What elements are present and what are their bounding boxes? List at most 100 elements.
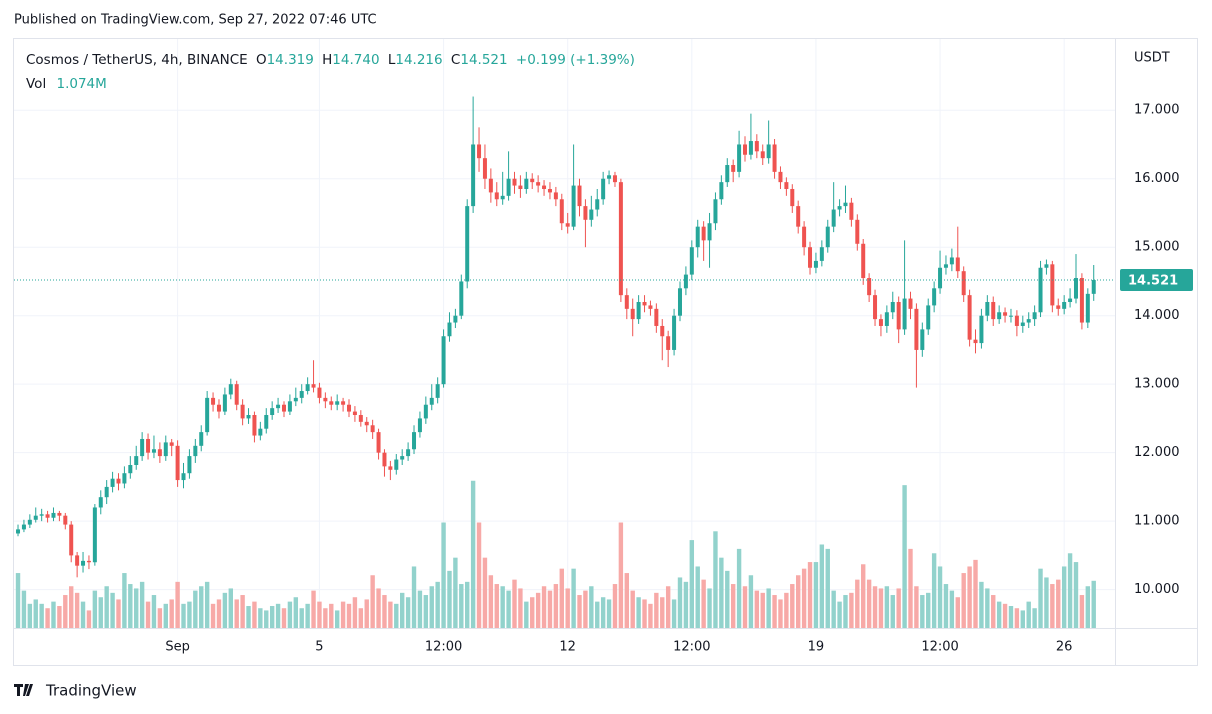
volume-bar [772,595,777,628]
volume-bar [69,586,74,628]
candle-body [920,329,925,350]
volume-bar [222,592,228,628]
volume-bar [1044,577,1049,628]
volume-bar [281,608,287,628]
volume-bar [104,586,109,628]
volume-bar [258,608,263,628]
volume-bar [346,603,352,628]
candle-body [494,192,499,200]
candle-body [281,404,286,412]
candle-body [760,151,765,159]
candle-body [122,473,127,484]
volume-bar [795,575,801,628]
volume-bar [518,588,523,628]
volume-bar [719,557,724,628]
y-tick-label: 12.000 [1134,445,1180,460]
volume-bar [394,603,399,628]
candle-body [583,206,588,220]
candle-body [258,428,263,436]
volume-bar [559,568,564,628]
volume-bar [1085,586,1091,628]
volume-bar [801,568,807,628]
volume-bar [754,590,760,628]
volume-bar [748,575,754,628]
candle-body [1085,293,1090,323]
candle-body [264,415,269,429]
candle-body [98,497,103,508]
candle-body [287,401,292,412]
candle-body [808,247,813,268]
x-tick-label: 5 [315,640,323,655]
volume-bar [1008,606,1014,628]
candle-body [542,185,547,189]
volume-bar [1073,562,1079,628]
volume-bar [1067,553,1073,628]
candle-body [482,158,487,179]
volume-bar [524,601,529,628]
candle-body [973,339,978,344]
candle-body [926,305,931,330]
volume-bar [730,584,736,628]
candle-body [908,298,913,309]
volume-bar [825,548,830,628]
volume-bar [506,590,511,628]
volume-bar [317,601,322,628]
candle-body [1062,301,1067,309]
volume-bar [618,522,624,628]
volume-bar [1050,584,1055,628]
volume-bar [914,586,919,628]
volume-bar [683,581,689,628]
candle-body [51,512,56,518]
candle-body [447,322,452,337]
volume-bar [139,581,145,628]
volume-bar [482,557,488,628]
last-price-badge [1120,269,1193,292]
candle-body [246,415,251,419]
volume-bar [293,597,299,628]
volume-bar [228,588,233,628]
volume-bar [1079,595,1085,628]
candle-body [216,404,221,412]
volume-bar [269,606,275,628]
candle-body [559,199,564,224]
volume-bar [654,592,659,628]
candle-body [323,397,328,402]
candle-body [329,401,334,405]
volume-bar [240,595,245,628]
ohlc-value: 14.521 [460,52,507,68]
candle-body [412,432,417,450]
volume-bar [246,606,251,628]
candle-body [589,209,594,220]
volume-bar [778,599,783,628]
volume-bar [849,592,854,628]
candle-body [417,418,422,433]
candle-body [518,185,523,189]
volume-bar [736,548,742,628]
volume-bar [843,595,848,628]
candle-body [1050,264,1055,306]
volume-bar [145,601,151,628]
volume-bar [116,599,121,628]
x-tick-label: 12 [559,640,576,655]
candle-body [435,384,440,398]
volume-bar [80,601,86,628]
candle-body [370,425,375,433]
logo: TradingView [14,682,137,700]
volume-bar [157,608,163,628]
candles [16,96,1096,578]
last-price-label: 14.521 [1128,274,1178,289]
candle-body [636,301,641,320]
volume-bar [943,584,949,628]
candle-body [985,301,990,316]
volume-bar [890,595,895,628]
candle-body [92,507,97,563]
candle-body [33,515,38,520]
volume-bar [388,601,393,628]
candle-body [896,301,901,330]
logo-text: TradingView [45,682,137,700]
candle-body [347,404,352,412]
volume-bar [370,575,375,628]
candle-body [725,165,730,183]
volume-bar [1056,579,1061,628]
